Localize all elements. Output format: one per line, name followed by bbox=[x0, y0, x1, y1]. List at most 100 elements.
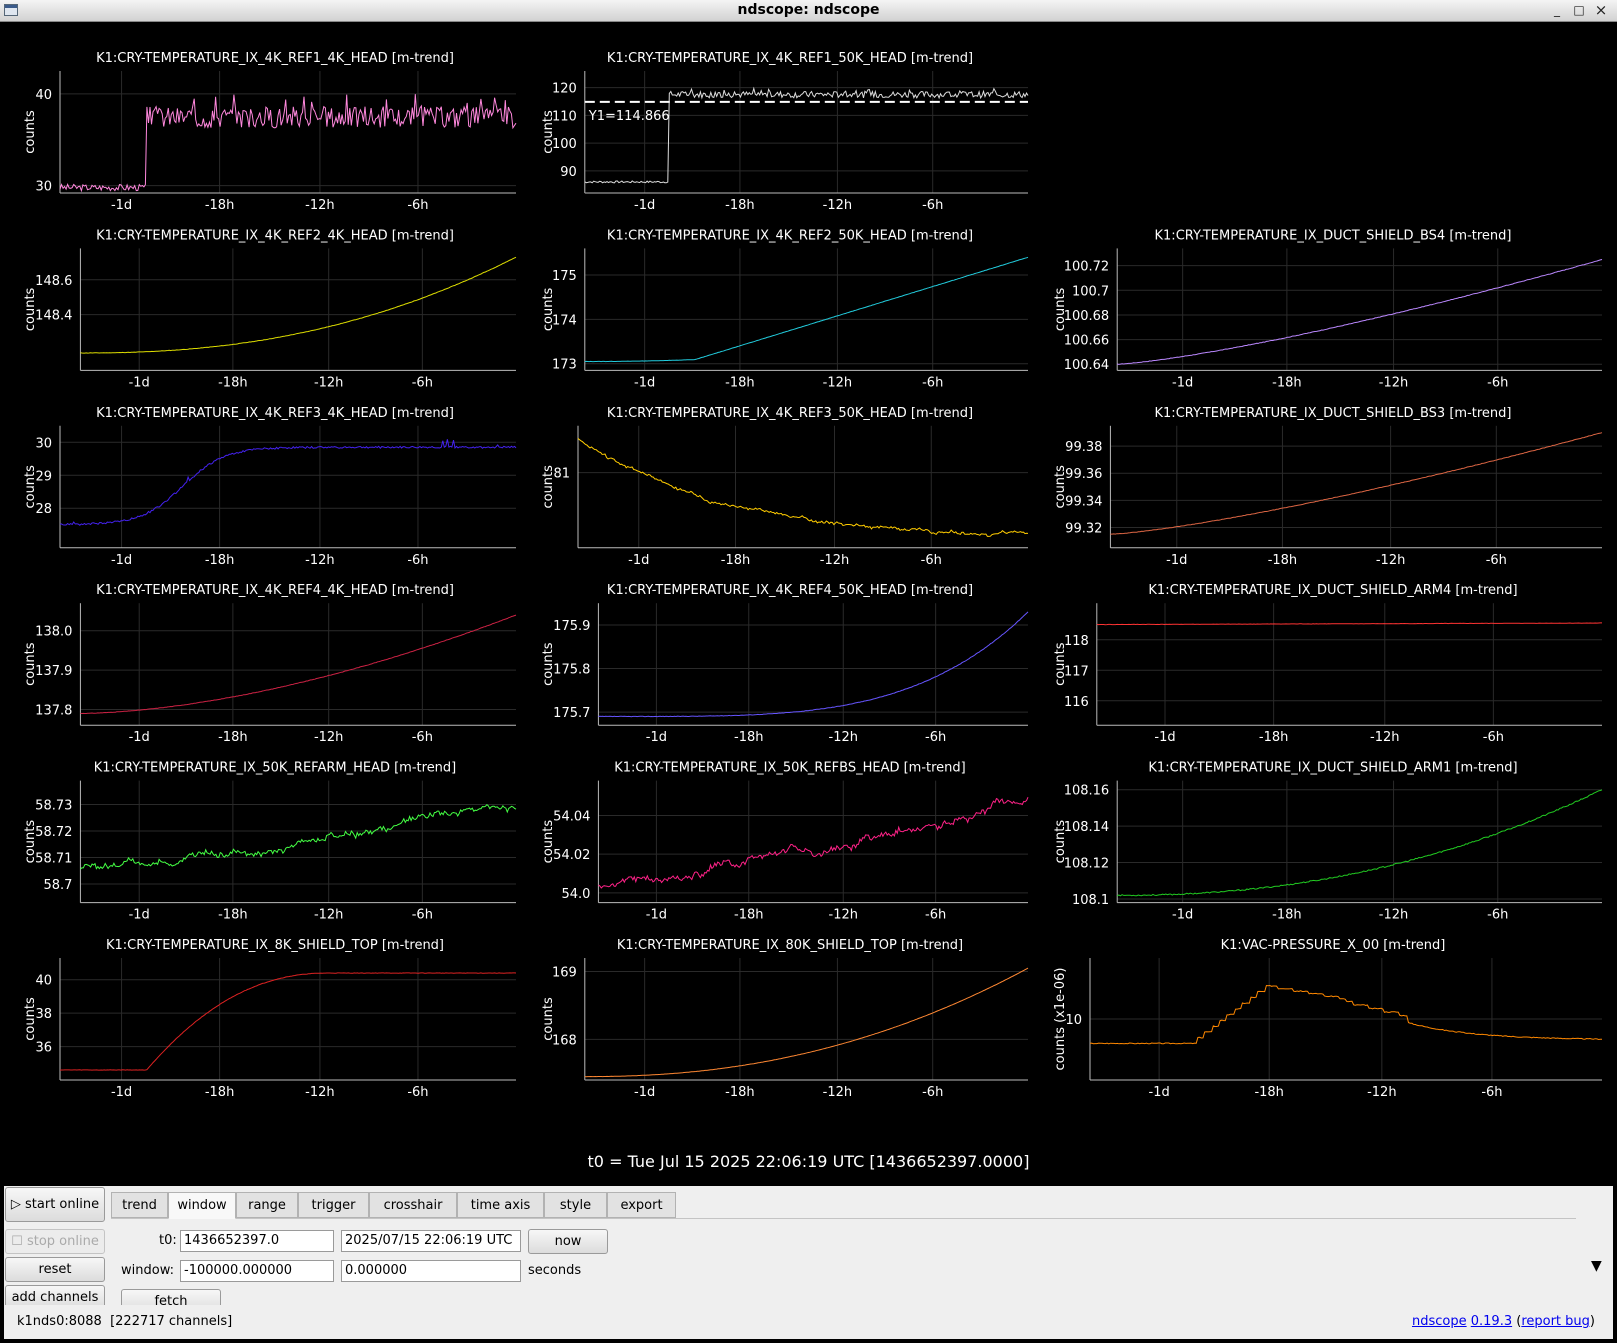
trace-line bbox=[584, 86, 1029, 184]
tab-divider bbox=[111, 1218, 1576, 1219]
y-tick-label: 28 bbox=[35, 502, 52, 517]
plot-title: K1:CRY-TEMPERATURE_IX_4K_REF2_50K_HEAD [… bbox=[607, 228, 973, 243]
t0-label: t0 = Tue Jul 15 2025 22:06:19 UTC [14366… bbox=[587, 1152, 1030, 1171]
plot-title: K1:CRY-TEMPERATURE_IX_4K_REF3_50K_HEAD [… bbox=[607, 406, 973, 421]
tab-range[interactable]: range bbox=[236, 1192, 298, 1218]
x-tick-label: -18h bbox=[1272, 908, 1301, 923]
tab-trend[interactable]: trend bbox=[111, 1192, 168, 1218]
plot-grid[interactable]: K1:CRY-TEMPERATURE_IX_4K_REF1_4K_HEAD [m… bbox=[4, 24, 1613, 1186]
y-tick-label: 38 bbox=[35, 1007, 52, 1022]
collapse-icon[interactable]: ▼ bbox=[1591, 1258, 1602, 1274]
window-start-input[interactable]: -100000.000000 bbox=[180, 1260, 334, 1282]
x-tick-label: -6h bbox=[925, 908, 946, 923]
server-status: k1nds0:8088 [222717 channels] bbox=[17, 1314, 232, 1329]
plot-title: K1:CRY-TEMPERATURE_IX_80K_SHIELD_TOP [m-… bbox=[617, 938, 963, 953]
x-tick-label: -1d bbox=[1166, 553, 1187, 568]
tab-window[interactable]: window bbox=[168, 1192, 236, 1219]
y-axis-label: counts bbox=[541, 287, 556, 331]
x-tick-label: -18h bbox=[205, 198, 234, 213]
x-tick-label: -18h bbox=[205, 553, 234, 568]
y-tick-label: 110 bbox=[552, 109, 577, 124]
plot-panel: K1:CRY-TEMPERATURE_IX_4K_REF1_50K_HEAD [… bbox=[541, 51, 1029, 213]
y-tick-label: 120 bbox=[552, 82, 577, 97]
window-end-input[interactable]: 0.000000 bbox=[341, 1260, 521, 1282]
x-tick-label: -12h bbox=[1370, 730, 1399, 745]
t0-utc-input[interactable]: 2025/07/15 22:06:19 UTC bbox=[341, 1230, 521, 1252]
stop-online-button[interactable]: ☐ stop online bbox=[5, 1229, 105, 1254]
y-axis-label: counts bbox=[23, 642, 38, 686]
y-axis-label: counts bbox=[23, 997, 38, 1041]
y-tick-label: 81 bbox=[553, 467, 570, 482]
version-link[interactable]: 0.19.3 bbox=[1470, 1314, 1513, 1329]
t0-field-label: t0: bbox=[159, 1233, 177, 1248]
y-tick-label: 175 bbox=[552, 269, 577, 284]
y-tick-label: 117 bbox=[1064, 664, 1089, 679]
x-tick-label: -6h bbox=[1487, 908, 1508, 923]
y-tick-label: 90 bbox=[560, 165, 577, 180]
x-tick-label: -12h bbox=[314, 908, 343, 923]
y-tick-label: 175.7 bbox=[553, 706, 590, 721]
t0-gps-input[interactable]: 1436652397.0 bbox=[180, 1230, 334, 1252]
y-tick-label: 108.16 bbox=[1064, 784, 1110, 799]
plot-title: K1:CRY-TEMPERATURE_IX_50K_REFARM_HEAD [m… bbox=[94, 761, 457, 776]
x-tick-label: -18h bbox=[205, 1085, 234, 1100]
x-tick-label: -6h bbox=[921, 553, 942, 568]
tab-time-axis[interactable]: time axis bbox=[457, 1192, 544, 1218]
trace-line bbox=[80, 614, 517, 715]
trace-line bbox=[1096, 622, 1602, 626]
x-tick-label: -12h bbox=[305, 198, 334, 213]
y-axis-label: counts bbox=[541, 465, 556, 509]
close-button[interactable]: × bbox=[1594, 1, 1608, 19]
plot-panel: K1:CRY-TEMPERATURE_IX_DUCT_SHIELD_ARM1 [… bbox=[1053, 761, 1603, 923]
x-tick-label: -18h bbox=[1272, 375, 1301, 390]
y-tick-label: 30 bbox=[35, 180, 52, 195]
y-tick-label: 137.9 bbox=[35, 664, 72, 679]
trace-line bbox=[80, 256, 517, 354]
x-tick-label: -1d bbox=[111, 1085, 132, 1100]
y-axis-label: counts bbox=[541, 820, 556, 864]
tab-export[interactable]: export bbox=[607, 1192, 676, 1218]
plot-title: K1:CRY-TEMPERATURE_IX_4K_REF4_4K_HEAD [m… bbox=[96, 583, 454, 598]
y-tick-label: 169 bbox=[552, 966, 577, 981]
y-tick-label: 99.38 bbox=[1065, 440, 1102, 455]
ndscope-link[interactable]: ndscope bbox=[1411, 1314, 1467, 1329]
x-tick-label: -1d bbox=[1172, 908, 1193, 923]
start-online-button[interactable]: ▷ start online bbox=[5, 1187, 105, 1222]
maximize-button[interactable]: □ bbox=[1573, 3, 1585, 17]
report-bug-link[interactable]: report bug bbox=[1521, 1314, 1590, 1329]
seconds-label: seconds bbox=[528, 1263, 582, 1278]
plot-title: K1:VAC-PRESSURE_X_00 [m-trend] bbox=[1221, 938, 1446, 953]
now-button[interactable]: now bbox=[528, 1229, 608, 1254]
y-tick-label: 54.04 bbox=[553, 809, 590, 824]
reset-button[interactable]: reset bbox=[5, 1257, 105, 1282]
title-bar[interactable]: ndscope: ndscope _ □ × bbox=[0, 0, 1617, 22]
plot-title: K1:CRY-TEMPERATURE_IX_50K_REFBS_HEAD [m-… bbox=[614, 761, 966, 776]
server-address: k1nds0:8088 bbox=[17, 1314, 102, 1329]
x-tick-label: -12h bbox=[823, 1085, 852, 1100]
x-tick-label: -18h bbox=[1259, 730, 1288, 745]
x-tick-label: -6h bbox=[1483, 730, 1504, 745]
y-tick-label: 100.64 bbox=[1064, 358, 1110, 373]
tab-style[interactable]: style bbox=[544, 1192, 607, 1218]
plot-title: K1:CRY-TEMPERATURE_IX_4K_REF1_50K_HEAD [… bbox=[607, 51, 973, 66]
x-tick-label: -12h bbox=[829, 730, 858, 745]
y-tick-label: 116 bbox=[1064, 695, 1089, 710]
report-paren-open: ( bbox=[1516, 1314, 1522, 1329]
control-panel: ▷ start online ☐ stop online reset add c… bbox=[4, 1186, 1613, 1314]
window-icon[interactable] bbox=[4, 4, 18, 16]
tab-trigger[interactable]: trigger bbox=[298, 1192, 369, 1218]
plot-panel: K1:CRY-TEMPERATURE_IX_50K_REFBS_HEAD [m-… bbox=[541, 761, 1029, 923]
trace-line bbox=[1110, 432, 1603, 535]
x-tick-label: -6h bbox=[1486, 553, 1507, 568]
plot-area[interactable]: K1:CRY-TEMPERATURE_IX_4K_REF1_4K_HEAD [m… bbox=[4, 24, 1613, 1186]
x-tick-label: -18h bbox=[218, 908, 247, 923]
trace-line bbox=[598, 611, 1029, 718]
y-tick-label: 54.0 bbox=[561, 887, 590, 902]
version-info: ndscope 0.19.3 (report bug) bbox=[1412, 1314, 1595, 1329]
y-tick-label: 108.14 bbox=[1064, 820, 1110, 835]
minimize-button[interactable]: _ bbox=[1554, 3, 1560, 17]
tab-crosshair[interactable]: crosshair bbox=[369, 1192, 457, 1218]
x-tick-label: -12h bbox=[305, 553, 334, 568]
x-tick-label: -12h bbox=[823, 198, 852, 213]
y-axis-label: counts bbox=[541, 997, 556, 1041]
